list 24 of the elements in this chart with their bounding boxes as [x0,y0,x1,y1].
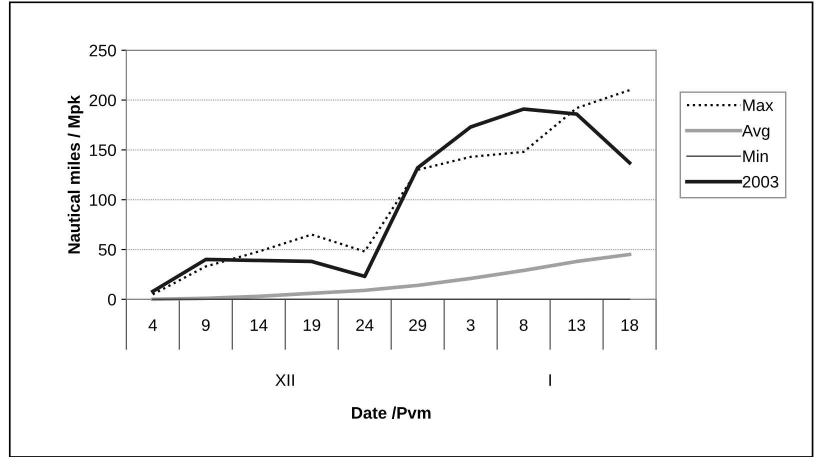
y-tick-label: 100 [90,194,116,206]
y-tick-label: 250 [90,44,116,56]
x-tick-label: 9 [202,319,210,332]
y-tick-label: 0 [108,294,116,306]
x-tick-label: 24 [356,319,374,331]
legend-label: Min [743,150,768,162]
text: XII [275,374,294,386]
x-tick-label: 4 [148,319,157,331]
x-tick-label: 29 [409,319,426,332]
y-axis-title: Nautical miles / Mpk [68,95,84,254]
y-tick-label: 50 [98,244,116,256]
x-tick-label: 8 [520,319,528,332]
legend-label: Max [743,99,774,112]
x-tick-label: 3 [466,319,475,332]
legend-label: Avg [742,124,770,140]
x-tick-label: 14 [250,319,268,331]
text: I [549,374,551,386]
y-tick-label: 200 [90,94,116,106]
x-tick-label: 19 [304,319,320,332]
legend-label: 2003 [742,176,778,188]
x-tick-label: 13 [568,319,586,332]
x-axis-title: Date /Pvm [352,406,430,419]
y-tick-label: 150 [90,144,116,156]
x-tick-label: 18 [622,319,638,332]
